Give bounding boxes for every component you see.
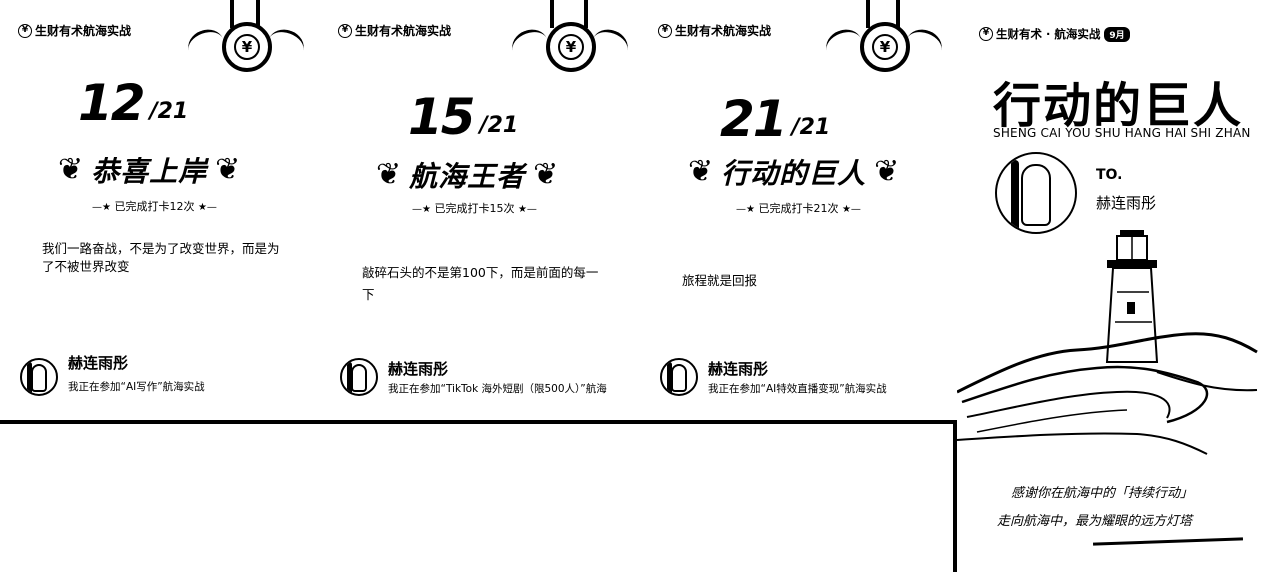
- laurel-right-icon: ❦: [874, 154, 900, 189]
- poster-pinyin: SHENG CAI YOU SHU HANG HAI SHI ZHAN: [993, 126, 1251, 140]
- achievement-title-text: 行动的巨人: [721, 157, 867, 190]
- quote-text: 我们一路奋战，不是为了改变世界，而是为了不被世界改变: [42, 241, 280, 274]
- achievement-title: ❦ 航海王者 ❦: [376, 155, 558, 195]
- checkin-card-3: ¥ 生财有术航海实战 ¥ 21 /21 ❦ 行动的巨人 ❦ —★ 已完成打卡21…: [640, 0, 955, 420]
- medal-logo: ¥: [234, 34, 260, 60]
- signature-underline: [1092, 537, 1244, 546]
- star-left-icon: —★: [736, 204, 755, 215]
- completed-text: 已完成打卡21次: [758, 202, 839, 215]
- star-left-icon: —★: [412, 204, 431, 215]
- brand-logo-icon: ¥: [658, 23, 672, 38]
- user-status: 我正在参加“TikTok 海外短剧（限500人）”航海: [388, 383, 607, 395]
- brand-name: 生财有术航海实战: [35, 24, 132, 38]
- count-number: 21: [720, 90, 788, 148]
- checkin-card-1: ¥ 生财有术航海实战 ¥ 12 /21 ❦ 恭喜上岸 ❦ —★ 已完成打卡12次…: [0, 0, 320, 420]
- quote-text: 旅程就是回报: [682, 273, 758, 288]
- brand-logo-icon: ¥: [979, 27, 993, 41]
- checkin-count: 21 /21: [720, 94, 830, 144]
- count-total: /21: [791, 115, 831, 140]
- user-name: 赫连雨彤: [388, 360, 449, 378]
- completed-checkins: —★ 已完成打卡21次 ★—: [736, 200, 861, 216]
- brand-header: ¥ 生财有术航海实战: [18, 22, 131, 39]
- laurel-left-icon: ❦: [688, 154, 714, 189]
- to-label: TO.: [1096, 167, 1123, 183]
- completed-text: 已完成打卡12次: [114, 200, 195, 213]
- brand-header: ¥ 生财有术航海实战: [658, 22, 771, 39]
- brand-name: 生财有术航海实战: [355, 24, 452, 38]
- achievement-title: ❦ 恭喜上岸 ❦: [58, 150, 240, 190]
- brand-logo-icon: ¥: [338, 23, 352, 38]
- count-total: /21: [479, 113, 519, 138]
- quote-text: 敲碎石头的不是第100下，而是前面的每一下: [362, 265, 599, 302]
- completed-checkins: —★ 已完成打卡15次 ★—: [412, 200, 537, 216]
- medal-logo: ¥: [872, 34, 898, 60]
- poster-brand-name: 生财有术 · 航海实战: [996, 27, 1101, 41]
- checkin-count: 15 /21: [408, 92, 518, 142]
- avatar: [340, 358, 378, 396]
- avatar: [20, 358, 58, 396]
- medal-icon: ¥: [507, 0, 633, 95]
- medal-icon: ¥: [821, 0, 947, 95]
- count-number: 15: [408, 88, 476, 146]
- avatar: [660, 358, 698, 396]
- checkin-card-2: ¥ 生财有术航海实战 ¥ 15 /21 ❦ 航海王者 ❦ —★ 已完成打卡15次…: [320, 0, 640, 420]
- count-number: 12: [78, 74, 146, 132]
- star-right-icon: ★—: [517, 204, 537, 215]
- lighthouse-icon: [957, 230, 1258, 455]
- poster-brand: ¥ 生财有术 · 航海实战 9月: [979, 26, 1130, 42]
- laurel-left-icon: ❦: [376, 157, 402, 192]
- star-left-icon: —★: [92, 202, 111, 213]
- user-status: 我正在参加“AI特效直播变现”航海实战: [708, 383, 887, 395]
- to-name: 赫连雨彤: [1096, 194, 1157, 212]
- poster-avatar: [995, 152, 1077, 234]
- divider-horizontal: [0, 420, 957, 424]
- laurel-right-icon: ❦: [215, 152, 241, 187]
- poster-title: 行动的巨人: [993, 78, 1244, 134]
- brand-header: ¥ 生财有术航海实战: [338, 22, 451, 39]
- brand-name: 生财有术航海实战: [675, 24, 772, 38]
- month-badge: 9月: [1104, 26, 1130, 42]
- medal-logo: ¥: [558, 34, 584, 60]
- checkin-count: 12 /21: [78, 78, 188, 128]
- user-name: 赫连雨彤: [708, 360, 769, 378]
- user-status: 我正在参加“AI写作”航海实战: [68, 381, 205, 393]
- laurel-right-icon: ❦: [533, 157, 559, 192]
- divider-vertical: [953, 420, 957, 572]
- medal-icon: ¥: [183, 0, 309, 95]
- star-right-icon: ★—: [197, 202, 217, 213]
- completed-checkins: —★ 已完成打卡12次 ★—: [92, 198, 217, 214]
- star-right-icon: ★—: [841, 204, 861, 215]
- achievement-title: ❦ 行动的巨人 ❦: [688, 152, 899, 192]
- laurel-left-icon: ❦: [58, 152, 84, 187]
- count-total: /21: [149, 99, 189, 124]
- thanks-line-1: 感谢你在航海中的「持续行动」: [1011, 486, 1194, 501]
- achievement-title-text: 航海王者: [409, 160, 526, 193]
- completed-text: 已完成打卡15次: [434, 202, 515, 215]
- user-name: 赫连雨彤: [68, 354, 129, 372]
- achievement-poster: ¥ 生财有术 · 航海实战 9月 行动的巨人 SHENG CAI YOU SHU…: [957, 0, 1280, 572]
- thanks-line-2: 走向航海中，最为耀眼的远方灯塔: [997, 514, 1193, 529]
- brand-logo-icon: ¥: [18, 23, 32, 38]
- achievement-title-text: 恭喜上岸: [91, 155, 208, 188]
